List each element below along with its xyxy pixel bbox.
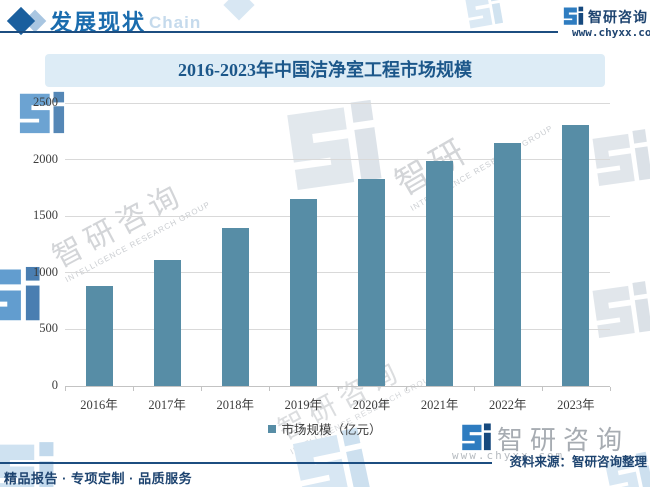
section-title: 发展现状 <box>50 10 147 35</box>
brand-watermark-icon <box>465 0 504 29</box>
brand-logo-icon <box>462 423 491 451</box>
x-tick-label: 2022年 <box>489 398 527 412</box>
gridline <box>65 272 610 274</box>
y-tick-label: 2500 <box>33 95 58 109</box>
footer-divider <box>0 462 492 464</box>
bar <box>426 161 454 386</box>
chart-legend: 市场规模（亿元） <box>0 419 650 438</box>
axis-tick <box>610 387 611 391</box>
y-tick-label: 500 <box>39 321 58 336</box>
source-note: 资料来源：智研咨询整理 <box>509 455 647 469</box>
bar <box>153 259 181 386</box>
gridline <box>65 102 610 104</box>
chart-title-bar: 2016-2023年中国洁净室工程市场规模 <box>45 54 605 87</box>
y-tick-label: 2000 <box>33 151 58 166</box>
axis-tick <box>405 387 407 391</box>
section-watermark-word: Chain <box>149 13 202 32</box>
gridline <box>65 328 610 330</box>
bar <box>562 124 590 386</box>
x-tick-label: 2023年 <box>557 398 595 412</box>
bar <box>289 198 317 386</box>
gridline <box>65 159 610 161</box>
bar <box>494 143 522 386</box>
x-tick-label: 2021年 <box>420 398 459 412</box>
axis-tick <box>269 387 271 391</box>
x-tick-label: 2017年 <box>148 398 186 412</box>
bar <box>221 227 249 386</box>
decor-diamond <box>223 0 255 21</box>
brand-watermark-text: 智研咨询 INTELLIGENCE RESEARCH GROUP <box>47 177 212 285</box>
chart-title: 2016-2023年中国洁净室工程市场规模 <box>178 60 472 80</box>
footer-brand-url: www.chyxx.com <box>452 449 565 462</box>
axis-tick <box>65 387 66 391</box>
y-tick-label: 1500 <box>33 208 58 223</box>
x-tick-label: 2016年 <box>80 398 118 412</box>
brand-watermark-icon <box>592 129 650 186</box>
footer-brand-name: 智研咨询 <box>497 425 630 455</box>
brand-logo-icon <box>563 6 584 25</box>
x-tick-label: 2019年 <box>284 398 323 412</box>
axis-tick <box>541 387 543 391</box>
brand-watermark-text: 智研 INTELLIGENCE RESEARCH GROUP <box>389 123 555 213</box>
x-tick-label: 2020年 <box>352 398 391 412</box>
y-tick-label: 0 <box>51 378 58 392</box>
axis-tick <box>201 387 203 391</box>
x-axis-line <box>65 386 610 387</box>
bar <box>85 286 113 386</box>
brand-watermark-icon <box>592 281 650 338</box>
header-divider <box>0 31 558 33</box>
y-tick-label: 1000 <box>33 264 58 279</box>
bar <box>358 178 386 386</box>
axis-tick <box>473 387 475 391</box>
brand-name: 智研咨询 <box>588 9 648 25</box>
axis-tick <box>337 387 339 391</box>
brand-url: www.chyxx.com <box>572 26 650 39</box>
x-tick-label: 2018年 <box>216 398 255 412</box>
gridline <box>65 215 610 217</box>
legend-label: 市场规模（亿元） <box>281 423 382 437</box>
axis-tick <box>133 387 135 391</box>
legend-swatch <box>268 424 277 433</box>
footer-tagline: 精品报告 · 专项定制 · 品质服务 <box>4 471 193 486</box>
